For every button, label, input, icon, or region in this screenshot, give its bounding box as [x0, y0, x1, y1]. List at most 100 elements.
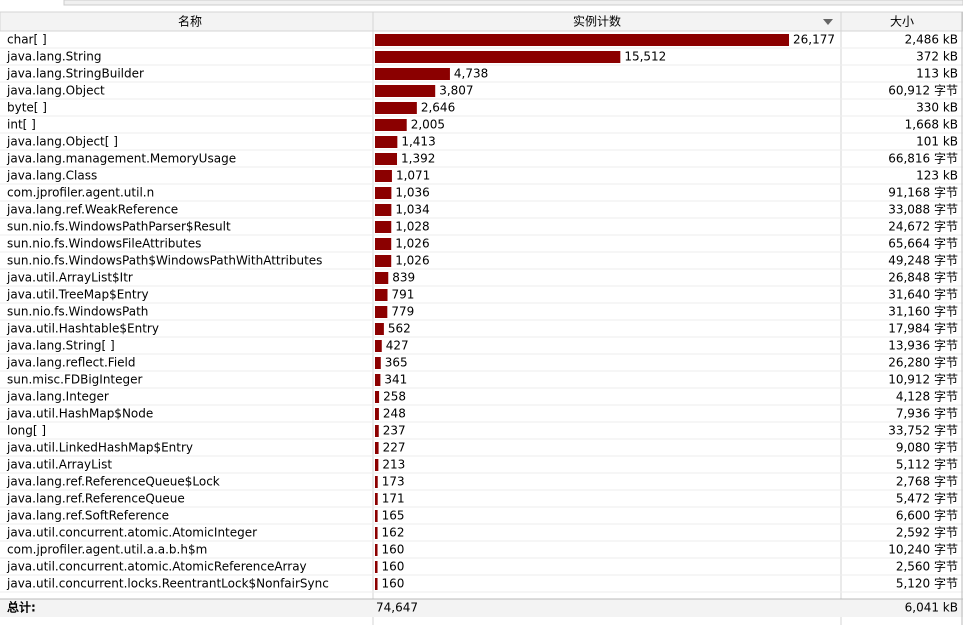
class-name: java.lang.StringBuilder: [6, 67, 144, 81]
count-bar: [375, 306, 388, 318]
count-label: 1,028: [395, 220, 429, 234]
count-label: 171: [382, 492, 405, 506]
class-name: java.lang.String: [6, 50, 102, 64]
count-label: 365: [385, 356, 408, 370]
class-name: java.lang.reflect.Field: [6, 356, 136, 370]
count-label: 779: [391, 305, 414, 319]
count-bar: [375, 238, 392, 250]
size-label: 372 kB: [916, 50, 958, 64]
class-name: com.jprofiler.agent.util.n: [7, 186, 154, 200]
class-name: long[ ]: [7, 424, 46, 438]
size-label: 24,672 字节: [888, 219, 958, 234]
count-bar: [375, 255, 392, 267]
count-bar: [375, 527, 378, 539]
count-label: 237: [383, 424, 406, 438]
count-label: 839: [392, 271, 415, 285]
count-bar: [375, 323, 384, 335]
count-bar: [375, 493, 378, 505]
class-name: java.util.LinkedHashMap$Entry: [6, 441, 193, 455]
class-name: java.lang.management.MemoryUsage: [6, 152, 236, 166]
class-name: java.util.TreeMap$Entry: [6, 288, 149, 302]
count-label: 341: [384, 373, 407, 387]
count-bar: [375, 578, 378, 590]
size-label: 9,080 字节: [896, 440, 958, 455]
count-label: 165: [382, 509, 405, 523]
count-bar: [375, 204, 392, 216]
size-label: 1,668 kB: [905, 118, 958, 132]
size-label: 26,280 字节: [888, 355, 958, 370]
size-label: 13,936 字节: [888, 338, 958, 353]
count-bar: [375, 408, 379, 420]
class-name: sun.misc.FDBigInteger: [7, 373, 143, 387]
count-label: 3,807: [439, 84, 473, 98]
total-label: 总计:: [7, 600, 36, 615]
size-label: 65,664 字节: [888, 236, 958, 251]
count-bar: [375, 136, 398, 148]
count-bar: [375, 102, 417, 114]
class-name: java.util.Hashtable$Entry: [6, 322, 159, 336]
class-name: java.util.ArrayList$Itr: [6, 271, 133, 285]
count-label: 227: [383, 441, 406, 455]
header-name[interactable]: 名称: [178, 14, 202, 29]
count-label: 248: [383, 407, 406, 421]
count-bar: [375, 340, 382, 352]
header-size[interactable]: 大小: [890, 15, 914, 29]
size-label: 31,160 字节: [888, 304, 958, 319]
size-label: 91,168 字节: [888, 185, 958, 200]
count-bar: [375, 187, 392, 199]
count-label: 160: [382, 543, 405, 557]
count-bar: [375, 357, 381, 369]
size-label: 4,128 字节: [896, 389, 958, 404]
size-label: 7,936 字节: [896, 406, 958, 421]
size-label: 60,912 字节: [888, 83, 958, 98]
size-label: 6,600 字节: [896, 508, 958, 523]
class-name: java.lang.Integer: [6, 390, 109, 404]
count-label: 1,026: [395, 254, 429, 268]
count-bar: [375, 561, 378, 573]
class-name: java.util.HashMap$Node: [6, 407, 153, 421]
count-label: 258: [383, 390, 406, 404]
size-label: 33,752 字节: [888, 423, 958, 438]
class-name: java.util.concurrent.locks.ReentrantLock…: [6, 577, 329, 591]
top-strip: [63, 0, 963, 6]
class-name: sun.nio.fs.WindowsPathParser$Result: [7, 220, 231, 234]
count-bar: [375, 119, 407, 131]
class-name: java.lang.Class: [6, 169, 97, 183]
count-label: 1,026: [395, 237, 429, 251]
header-row: [0, 11, 963, 32]
count-label: 791: [392, 288, 415, 302]
size-label: 26,848 字节: [888, 270, 958, 285]
count-label: 427: [386, 339, 409, 353]
size-label: 101 kB: [916, 135, 958, 149]
class-name: java.util.concurrent.atomic.AtomicRefere…: [6, 560, 307, 574]
size-label: 123 kB: [916, 169, 958, 183]
count-bar: [375, 442, 379, 454]
class-name: java.util.concurrent.atomic.AtomicIntege…: [6, 526, 257, 540]
count-bar: [375, 544, 378, 556]
class-name: java.lang.ref.ReferenceQueue: [6, 492, 185, 506]
size-label: 10,912 字节: [888, 372, 958, 387]
size-label: 330 kB: [916, 101, 958, 115]
count-bar: [375, 51, 621, 63]
count-label: 2,005: [411, 118, 445, 132]
size-label: 2,592 字节: [896, 525, 958, 540]
count-bar: [375, 459, 379, 471]
count-label: 1,392: [401, 152, 435, 166]
class-name: com.jprofiler.agent.util.a.a.b.h$m: [7, 543, 207, 557]
count-label: 1,071: [396, 169, 430, 183]
total-size: 6,041 kB: [905, 601, 958, 615]
size-label: 5,120 字节: [896, 576, 958, 591]
count-label: 162: [382, 526, 405, 540]
count-bar: [375, 510, 378, 522]
class-name: java.lang.ref.SoftReference: [6, 509, 169, 523]
sort-arrow: [823, 19, 833, 25]
header-count[interactable]: 实例计数: [573, 14, 621, 29]
size-label: 49,248 字节: [888, 253, 958, 268]
count-label: 2,646: [421, 101, 455, 115]
size-label: 5,112 字节: [896, 457, 958, 472]
count-bar: [375, 374, 381, 386]
class-name: sun.nio.fs.WindowsPath$WindowsPathWithAt…: [7, 254, 322, 268]
size-label: 17,984 字节: [888, 321, 958, 336]
class-name: sun.nio.fs.WindowsPath: [7, 305, 148, 319]
